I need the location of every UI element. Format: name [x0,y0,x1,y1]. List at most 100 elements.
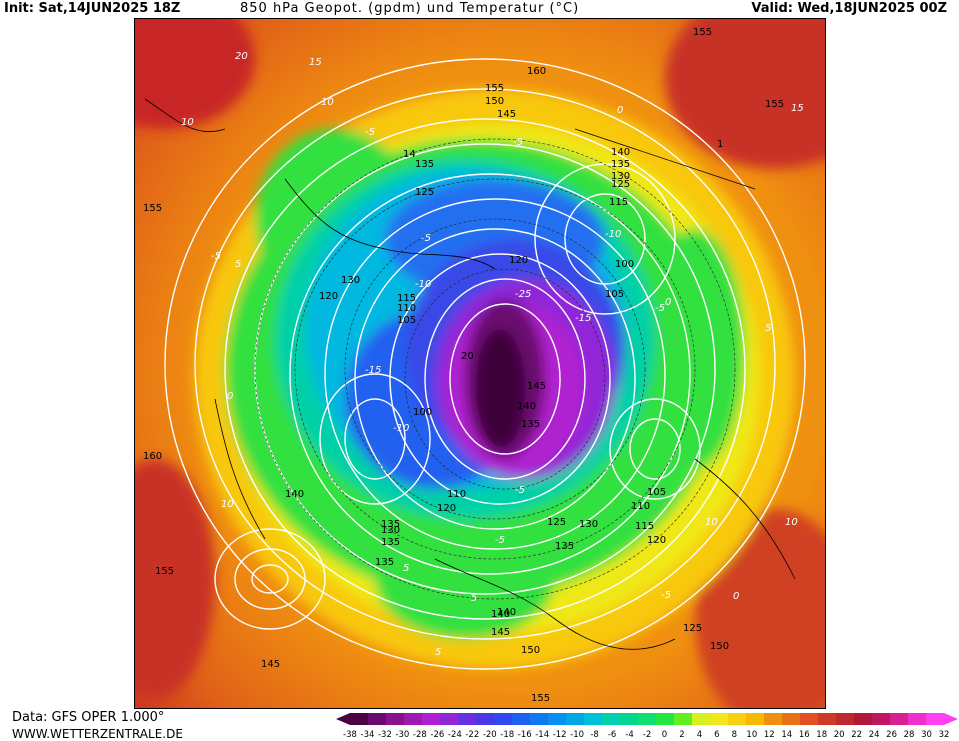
geopotential-label: 155 [143,203,162,214]
legend-swatch [422,713,441,725]
temperature-label: 5 [235,259,241,270]
legend-tick-label: -38 [343,730,357,740]
geopotential-label: 135 [521,419,540,430]
coastlines [144,98,796,650]
geopotential-label: 145 [527,381,546,392]
init-time: Init: Sat,14JUN2025 18Z [4,1,181,16]
geopotential-label: 140 [517,401,536,412]
legend-tick-label: 18 [816,730,827,740]
geopotential-label: 115 [635,521,654,532]
legend-swatch [764,713,783,725]
weather-map: 155 160 155 150 145 155 1 14 135 140 135 130 125 125 1… [134,18,826,709]
legend-swatch [458,713,477,725]
geopotential-label: 120 [437,503,456,514]
legend-tick-label: -18 [500,730,514,740]
legend-swatch [908,713,927,725]
legend-tick-label: -30 [395,730,409,740]
temperature-label: -15 [575,313,591,324]
legend-swatch [548,713,567,725]
legend-arrow-left [336,713,350,725]
geopotential-contours [164,58,806,670]
legend-tick-label: -10 [570,730,584,740]
geopotential-label: 145 [261,659,280,670]
temperature-label: -10 [393,423,409,434]
temperature-label: -5 [655,303,665,314]
legend-tick-label: 2 [679,730,684,740]
legend-tick-label: -32 [378,730,392,740]
geopotential-label: 140 [497,607,516,618]
legend-arrow-right [944,713,958,725]
temperature-label: -25 [515,289,531,300]
legend-swatch [620,713,639,725]
legend-swatch [836,713,855,725]
geopotential-label: 160 [143,451,162,462]
temperature-label: 20 [235,51,248,62]
geopotential-label: 130 [611,171,630,182]
temperature-label: -10 [605,229,621,240]
geopotential-label: 145 [491,627,510,638]
geopotential-label: 155 [693,27,712,38]
geopotential-label: 135 [381,519,400,530]
geopotential-label: 150 [710,641,729,652]
legend-swatch [656,713,675,725]
temperature-label: 0 [617,105,623,116]
geopotential-label: 160 [527,66,546,77]
legend-tick-label: 32 [939,730,950,740]
legend-swatch [566,713,585,725]
legend-tick-label: -28 [413,730,427,740]
temperature-label: 10 [321,97,334,108]
valid-time: Valid: Wed,18JUN2025 00Z [751,1,947,16]
legend-swatch [872,713,891,725]
geopotential-label: 125 [415,187,434,198]
legend-tick-label: 16 [799,730,810,740]
color-legend: -38 -34 -32 -30 -28 -26 -24 -22 -20 -18 -16 -14 -12-… [336,713,958,740]
temperature-label: 5 [403,563,409,574]
legend-tick-label: -2 [643,730,651,740]
legend-swatch [602,713,621,725]
legend-tick-label: -34 [361,730,375,740]
legend-tick-label: 14 [781,730,792,740]
temperature-label: -10 [415,279,431,290]
geopotential-label: 110 [631,501,650,512]
geopotential-label: 125 [683,623,702,634]
temperature-label: 15 [791,103,804,114]
geopotential-label: 155 [531,693,550,704]
legend-swatch [584,713,603,725]
geopotential-label: 120 [647,535,666,546]
temperature-label: -5 [421,233,431,244]
geopotential-label: 120 [319,291,338,302]
geopotential-label: 145 [497,109,516,120]
temperature-label: 10 [785,517,798,528]
temperature-label: 0 [227,391,233,402]
geopotential-label: 135 [611,159,630,170]
geopotential-label: 100 [413,407,432,418]
geopotential-label: 135 [381,537,400,548]
geopotential-label: 140 [611,147,630,158]
legend-tick-label: 4 [697,730,702,740]
legend-tick-label: 6 [714,730,719,740]
geopotential-label: 110 [397,303,416,314]
temperature-label: -5 [515,485,525,496]
data-source: Data: GFS OPER 1.000° [12,710,165,725]
temperature-label: -5 [211,251,221,262]
legend-tick-label: -22 [465,730,479,740]
legend-swatch [818,713,837,725]
geopotential-label: 155 [485,83,504,94]
legend-swatch [782,713,801,725]
temperature-label: 10 [181,117,194,128]
legend-tick-label: -24 [448,730,462,740]
geopotential-label: 135 [375,557,394,568]
legend-swatch [386,713,405,725]
legend-swatch [476,713,495,725]
legend-tick-label: 12 [764,730,775,740]
temperature-label: 10 [705,517,718,528]
legend-swatch [350,713,369,725]
legend-swatch [926,713,945,725]
legend-tick-label: 24 [869,730,880,740]
geopotential-label: 100 [615,259,634,270]
legend-tick-label: -26 [430,730,444,740]
legend-swatch [404,713,423,725]
temperature-label: 0 [733,591,739,602]
legend-swatch [440,713,459,725]
